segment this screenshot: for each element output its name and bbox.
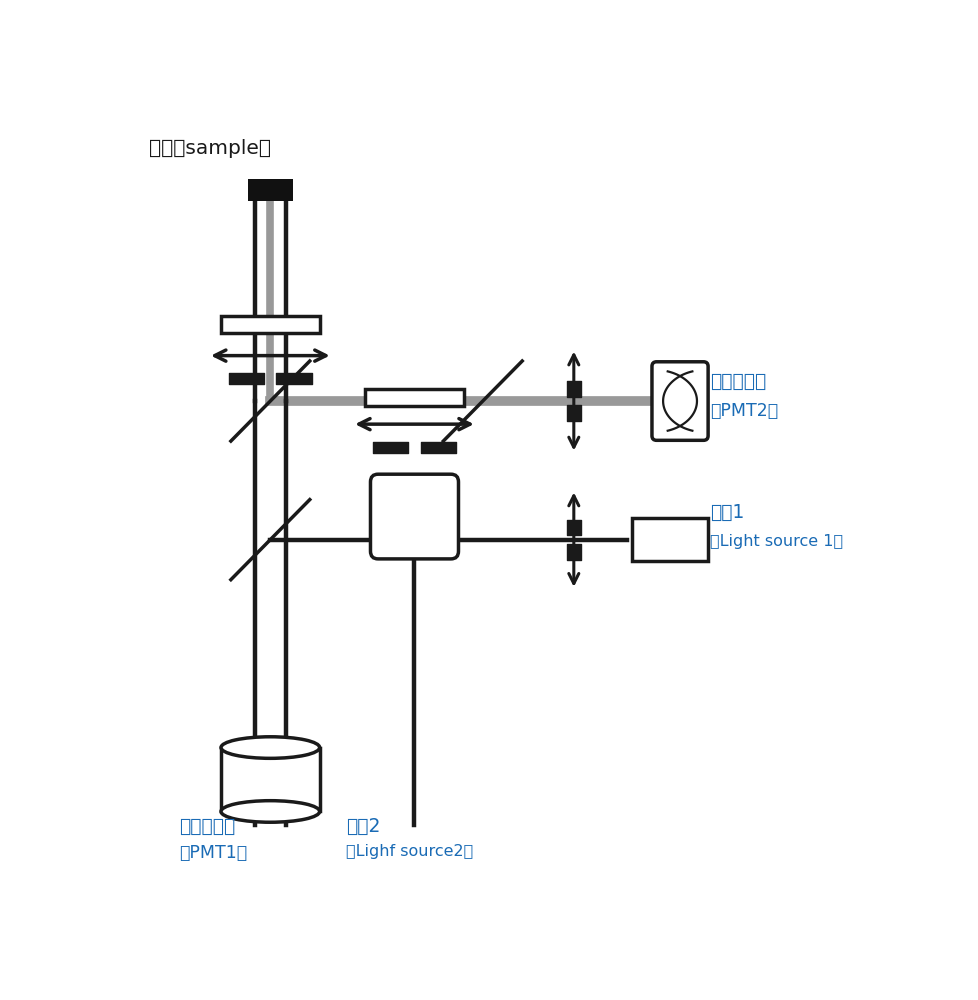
Bar — [365, 389, 464, 406]
Ellipse shape — [221, 801, 319, 822]
Text: （Light source 1）: （Light source 1） — [710, 534, 843, 549]
Text: 样品（sample）: 样品（sample） — [149, 139, 271, 158]
FancyBboxPatch shape — [370, 474, 458, 559]
Text: 光电倍增管: 光电倍增管 — [179, 817, 236, 836]
Bar — [221, 316, 319, 333]
Bar — [247, 179, 292, 201]
Text: 光源1: 光源1 — [710, 503, 744, 522]
Text: 光源2: 光源2 — [346, 817, 380, 836]
Text: （Lighf source2）: （Lighf source2） — [346, 844, 473, 859]
Ellipse shape — [221, 737, 319, 758]
Text: （PMT1）: （PMT1） — [179, 844, 247, 862]
Bar — [632, 518, 707, 561]
Bar — [221, 748, 319, 811]
FancyBboxPatch shape — [651, 362, 707, 440]
Text: （PMT2）: （PMT2） — [710, 402, 778, 420]
Text: 光电倍增管: 光电倍增管 — [710, 372, 766, 391]
